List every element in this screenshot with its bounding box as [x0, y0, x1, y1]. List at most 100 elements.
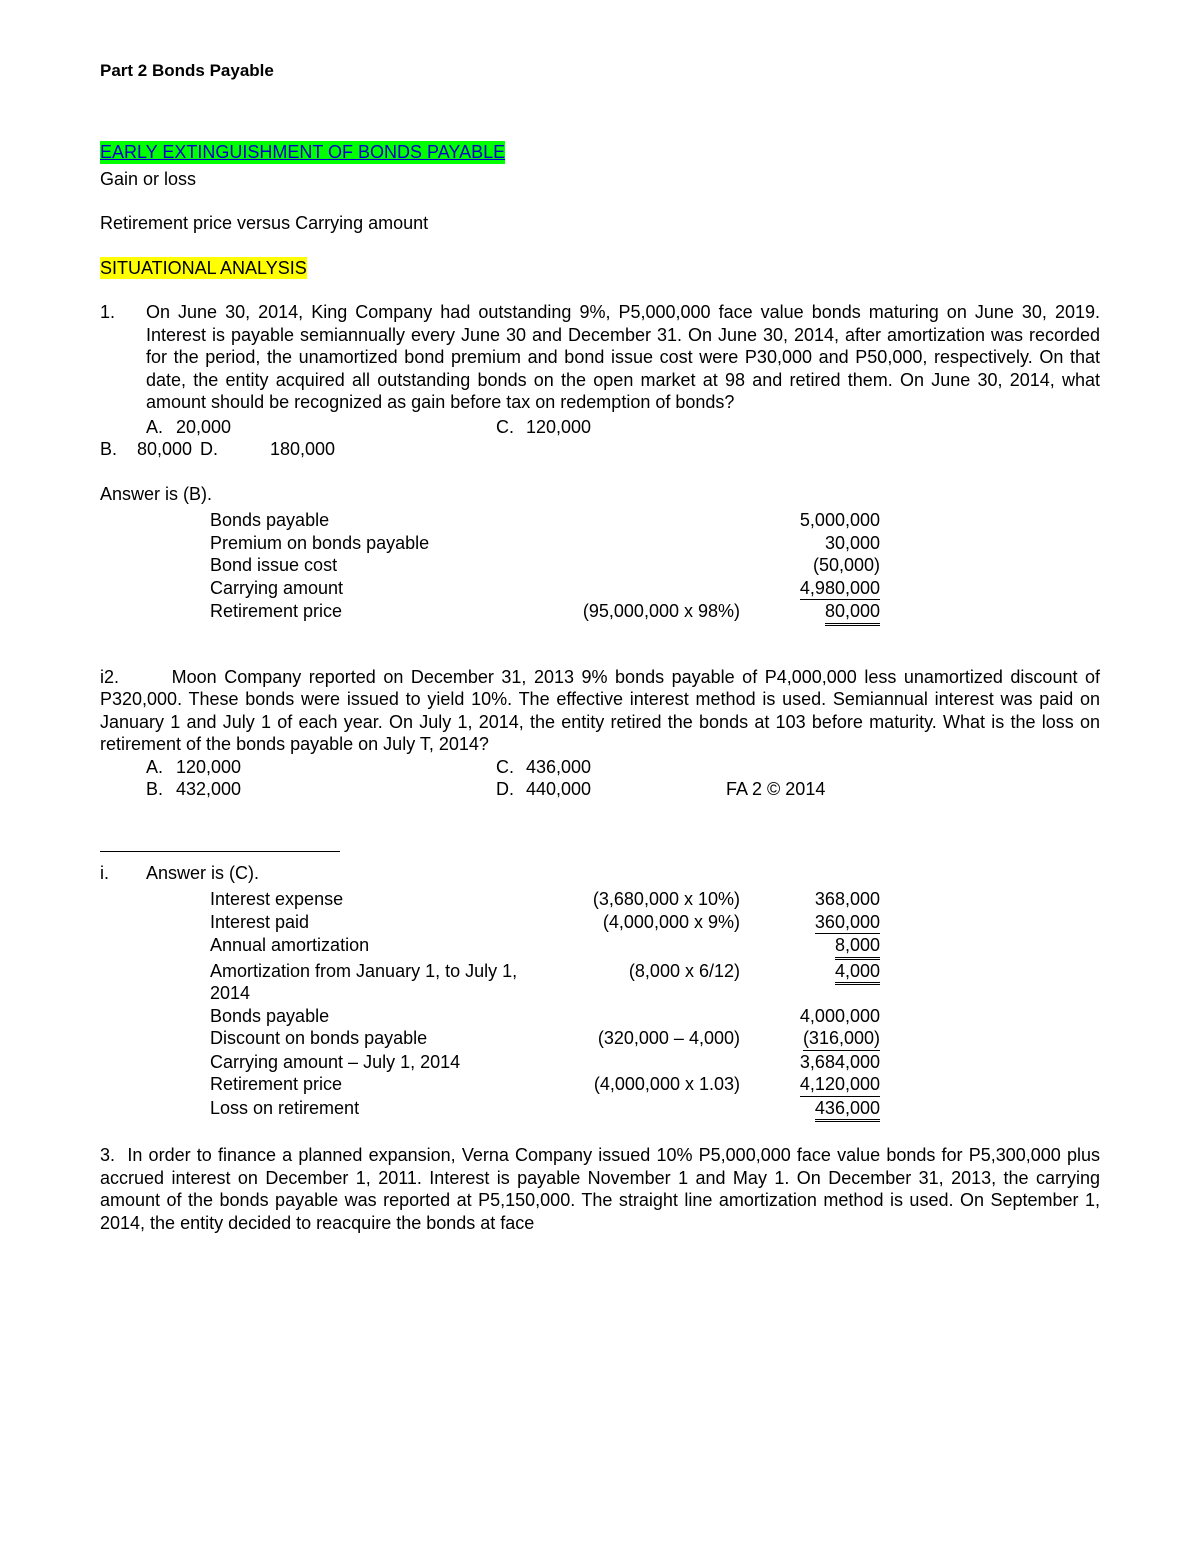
q1-optC-label: C. [496, 416, 526, 439]
q1-text: On June 30, 2014, King Company had outst… [146, 302, 1100, 412]
q3-text: In order to finance a planned expansion,… [100, 1145, 1100, 1233]
q2-optD: 440,000 [526, 778, 726, 801]
cell: 4,000,000 [760, 1005, 880, 1028]
cell: (316,000) [760, 1027, 880, 1051]
q1-optD: 180,000 [230, 438, 390, 461]
ans-i-number: i. [100, 862, 146, 885]
answer-i: i. Answer is (C). [100, 862, 1100, 885]
q1-optA-label: A. [146, 416, 176, 439]
cell: (4,000,000 x 9%) [540, 911, 760, 935]
cell [540, 554, 760, 577]
q2-text: Moon Company reported on December 31, 20… [100, 667, 1100, 755]
q2-optC-label: C. [496, 756, 526, 779]
cell [540, 1097, 760, 1123]
q1-number: 1. [100, 301, 146, 438]
part-header: Part 2 Bonds Payable [100, 60, 1100, 81]
q1-optB: 80,000 [116, 438, 200, 461]
table-row: Interest expense (3,680,000 x 10%) 368,0… [210, 888, 1100, 911]
ans-i-table: Interest expense (3,680,000 x 10%) 368,0… [210, 888, 1100, 1122]
cell: Amortization from January 1, to July 1, … [210, 960, 540, 1005]
cell: Retirement price [210, 600, 540, 626]
cell [540, 532, 760, 555]
cell: 30,000 [760, 532, 880, 555]
table-row: Bonds payable 5,000,000 [210, 509, 1100, 532]
q2-optD-label: D. [496, 778, 526, 801]
cell: Interest paid [210, 911, 540, 935]
cell: Interest expense [210, 888, 540, 911]
question-3: 3. In order to finance a planned expansi… [100, 1144, 1100, 1234]
cell: Annual amortization [210, 934, 540, 960]
q1-body: On June 30, 2014, King Company had outst… [146, 301, 1100, 438]
cell: Premium on bonds payable [210, 532, 540, 555]
document-page: Part 2 Bonds Payable EARLY EXTINGUISHMEN… [0, 0, 1200, 1553]
question-2: i2. Moon Company reported on December 31… [100, 666, 1100, 756]
cell: Bonds payable [210, 1005, 540, 1028]
question-1: 1. On June 30, 2014, King Company had ou… [100, 301, 1100, 438]
table-row: Amortization from January 1, to July 1, … [210, 960, 1100, 1005]
cell: Bond issue cost [210, 554, 540, 577]
q1-optB-label: B. [100, 438, 116, 461]
q3-number: 3. [100, 1145, 115, 1165]
subtitle-gain-loss: Gain or loss [100, 168, 1100, 191]
table-row: Loss on retirement 436,000 [210, 1097, 1100, 1123]
q1-opts-row2: B. 80,000 D. 180,000 [100, 438, 1100, 461]
cell: (3,680,000 x 10%) [540, 888, 760, 911]
cell: (95,000,000 x 98%) [540, 600, 760, 626]
cell: Loss on retirement [210, 1097, 540, 1123]
cell: (50,000) [760, 554, 880, 577]
q1-optA: 20,000 [176, 416, 496, 439]
cell [540, 509, 760, 532]
table-row: Discount on bonds payable (320,000 – 4,0… [210, 1027, 1100, 1051]
table-row: Retirement price (95,000,000 x 98%) 80,0… [210, 600, 1100, 626]
cell [540, 934, 760, 960]
q1-answer-table: Bonds payable 5,000,000 Premium on bonds… [210, 509, 1100, 626]
cell: Bonds payable [210, 509, 540, 532]
cell: Carrying amount – July 1, 2014 [210, 1051, 540, 1074]
cell: 8,000 [760, 934, 880, 960]
cell: 3,684,000 [760, 1051, 880, 1074]
cell [540, 577, 760, 601]
q2-optA-label: A. [146, 756, 176, 779]
cell: 80,000 [760, 600, 880, 626]
cell: (4,000,000 x 1.03) [540, 1073, 760, 1097]
q1-answer-label: Answer is (B). [100, 483, 1100, 506]
subtitle-retirement: Retirement price versus Carrying amount [100, 212, 1100, 235]
cell: 436,000 [760, 1097, 880, 1123]
cell [540, 1005, 760, 1028]
q2-optA: 120,000 [176, 756, 496, 779]
separator-rule [100, 851, 340, 852]
cell: 5,000,000 [760, 509, 880, 532]
table-row: Bond issue cost (50,000) [210, 554, 1100, 577]
cell: 4,000 [760, 960, 880, 1005]
cell: 4,980,000 [760, 577, 880, 601]
q2-optB: 432,000 [176, 778, 496, 801]
cell: Carrying amount [210, 577, 540, 601]
table-row: Carrying amount – July 1, 2014 3,684,000 [210, 1051, 1100, 1074]
table-row: Premium on bonds payable 30,000 [210, 532, 1100, 555]
table-row: Carrying amount 4,980,000 [210, 577, 1100, 601]
cell: 368,000 [760, 888, 880, 911]
ans-i-label: Answer is (C). [146, 863, 259, 883]
table-row: Interest paid (4,000,000 x 9%) 360,000 [210, 911, 1100, 935]
cell: (320,000 – 4,000) [540, 1027, 760, 1051]
ans-i-body: Answer is (C). [146, 862, 1100, 885]
situational-title: SITUATIONAL ANALYSIS [100, 257, 307, 280]
table-row: Annual amortization 8,000 [210, 934, 1100, 960]
title-main-wrap: EARLY EXTINGUISHMENT OF BONDS PAYABLE [100, 141, 1100, 164]
q2-footer-right: FA 2 © 2014 [726, 778, 1100, 801]
cell [540, 1051, 760, 1074]
situational-wrap: SITUATIONAL ANALYSIS [100, 257, 1100, 280]
q2-options: A. 120,000 C. 436,000 B. 432,000 D. 440,… [146, 756, 1100, 801]
table-row: Bonds payable 4,000,000 [210, 1005, 1100, 1028]
q1-optC: 120,000 [526, 416, 726, 439]
q2-optB-label: B. [146, 778, 176, 801]
cell: Discount on bonds payable [210, 1027, 540, 1051]
q1-optD-label: D. [200, 438, 230, 461]
q2-number: i2. [100, 667, 119, 687]
title-main: EARLY EXTINGUISHMENT OF BONDS PAYABLE [100, 141, 505, 164]
cell: Retirement price [210, 1073, 540, 1097]
cell: 4,120,000 [760, 1073, 880, 1097]
cell: 360,000 [760, 911, 880, 935]
q2-optC: 436,000 [526, 756, 726, 779]
table-row: Retirement price (4,000,000 x 1.03) 4,12… [210, 1073, 1100, 1097]
